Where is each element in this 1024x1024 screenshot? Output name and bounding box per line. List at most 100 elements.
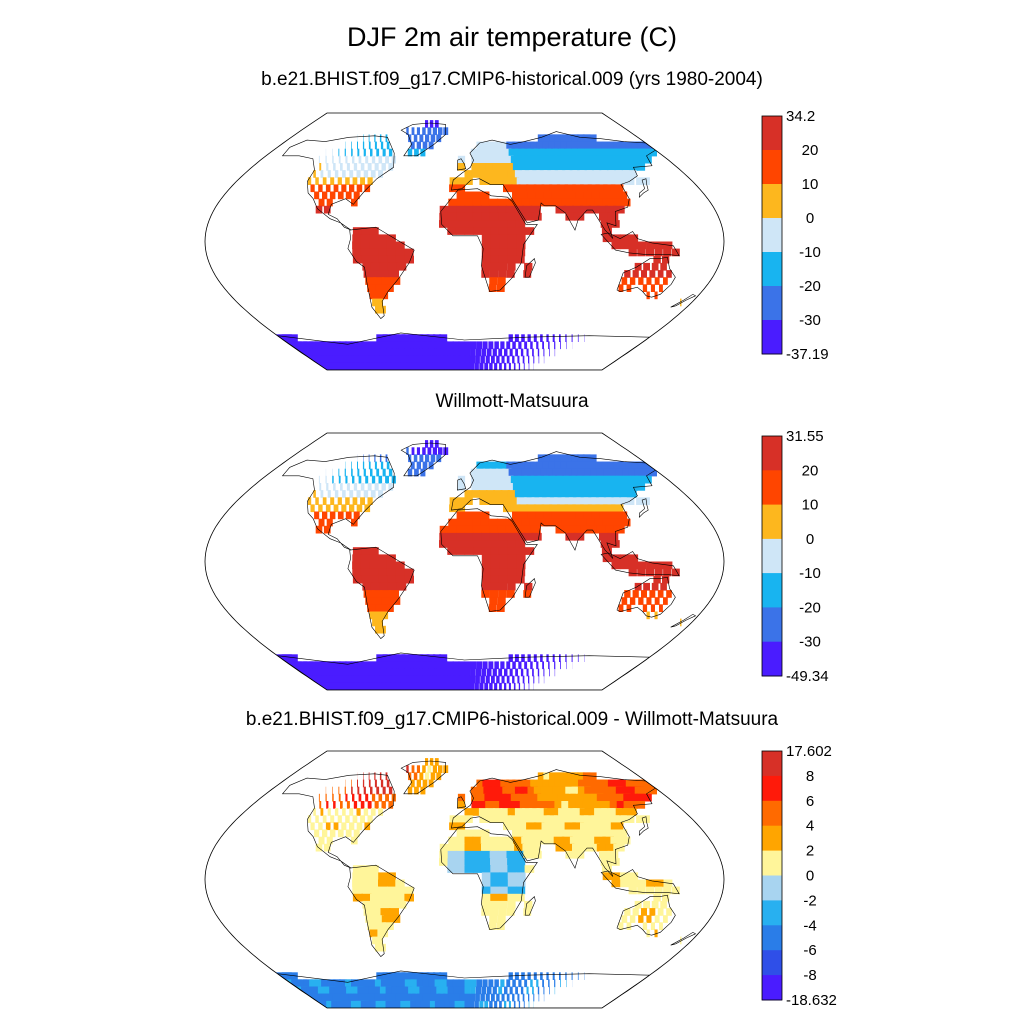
grid-cell: [470, 348, 476, 357]
grid-cell: [518, 141, 529, 150]
coastline-japan: [638, 178, 649, 198]
grid-cell: [326, 198, 333, 207]
grid-cell: [352, 497, 358, 505]
grid-cell: [526, 348, 529, 357]
grid-cell: [396, 900, 407, 909]
grid-cell: [471, 170, 480, 178]
grid-cell: [352, 241, 362, 250]
grid-cell: [576, 177, 589, 185]
grid-cell: [642, 284, 648, 292]
grid-cell: [518, 184, 529, 193]
grid-cell: [499, 886, 508, 895]
grid-cell: [453, 675, 461, 684]
grid-cell: [422, 979, 432, 988]
grid-cell: [536, 490, 548, 498]
grid-cell: [338, 468, 340, 477]
grid-cell: [368, 461, 371, 470]
grid-cell: [439, 1000, 447, 1008]
grid-cell: [349, 808, 354, 816]
grid-cell: [473, 540, 483, 548]
grid-cell: [352, 227, 362, 235]
grid-cell: [663, 277, 668, 285]
grid-cell: [651, 582, 659, 591]
grid-cell: [542, 461, 554, 470]
grid-cell: [556, 822, 568, 831]
grid-cell: [671, 568, 680, 577]
grid-cell: [385, 155, 389, 164]
grid-cell: [470, 986, 476, 995]
grid-cell: [326, 801, 329, 809]
grid-cell: [497, 597, 506, 605]
grid-cell: [582, 163, 595, 171]
grid-cell: [524, 547, 535, 555]
grid-cell: [471, 808, 480, 816]
grid-cell: [591, 497, 604, 505]
grid-cell: [554, 461, 566, 470]
grid-cell: [419, 454, 424, 463]
grid-cell: [540, 163, 552, 171]
grid-cell: [573, 532, 585, 541]
grid-cell: [356, 822, 363, 831]
grid-cell: [479, 362, 484, 370]
grid-cell: [428, 341, 437, 350]
grid-cell: [505, 518, 515, 527]
colorbar-label: 20: [802, 142, 819, 159]
grid-cell: [360, 815, 365, 823]
grid-cell: [602, 518, 614, 527]
grid-cell: [610, 184, 624, 193]
grid-cell: [490, 220, 500, 228]
grid-cell: [490, 858, 500, 866]
grid-cell: [376, 972, 388, 980]
grid-cell: [490, 568, 500, 577]
grid-cell: [662, 893, 670, 902]
grid-cell: [522, 490, 533, 498]
grid-cell: [496, 786, 505, 795]
grid-cell: [484, 682, 489, 690]
grid-cell: [480, 198, 490, 207]
grid-cell: [522, 808, 533, 816]
grid-cell: [374, 163, 379, 171]
grid-cell: [334, 490, 339, 498]
grid-cell: [500, 979, 505, 988]
grid-cell: [609, 220, 620, 228]
grid-cell: [557, 475, 569, 484]
grid-cell: [395, 993, 406, 1002]
grid-cell: [516, 815, 527, 823]
grid-cell: [506, 993, 510, 1002]
grid-cell: [367, 801, 372, 809]
grid-cell: [516, 865, 526, 873]
grid-cell: [413, 454, 418, 463]
grid-cell: [458, 668, 466, 677]
grid-cell: [637, 886, 646, 895]
grid-cell: [609, 163, 624, 171]
grid-cell: [322, 191, 328, 200]
grid-cell: [470, 786, 479, 795]
colorbar-frame: [761, 750, 783, 1001]
grid-cell: [540, 148, 552, 157]
grid-cell: [586, 808, 600, 816]
grid-cell: [442, 986, 450, 995]
grid-cell: [513, 518, 523, 527]
grid-cell: [464, 525, 474, 534]
grid-cell: [654, 886, 663, 895]
grid-cell: [380, 461, 384, 470]
grid-cell: [602, 198, 614, 207]
grid-cell: [553, 836, 565, 845]
grid-cell: [531, 177, 543, 185]
colorbar-label: 0: [806, 868, 814, 885]
grid-cell: [546, 497, 558, 505]
grid-cell: [641, 148, 657, 157]
grid-cell: [516, 248, 526, 257]
grid-cell: [646, 277, 652, 285]
grid-cell: [432, 447, 437, 455]
grid-cell: [643, 900, 650, 909]
grid-cell: [578, 198, 590, 207]
grid-cell: [386, 979, 398, 988]
grid-cell: [539, 815, 550, 823]
grid-cell: [620, 561, 630, 570]
grid-cell: [527, 148, 538, 157]
grid-cell: [578, 836, 590, 845]
grid-cell: [533, 822, 545, 831]
grid-cell: [609, 801, 624, 809]
grid-cell: [657, 270, 664, 278]
